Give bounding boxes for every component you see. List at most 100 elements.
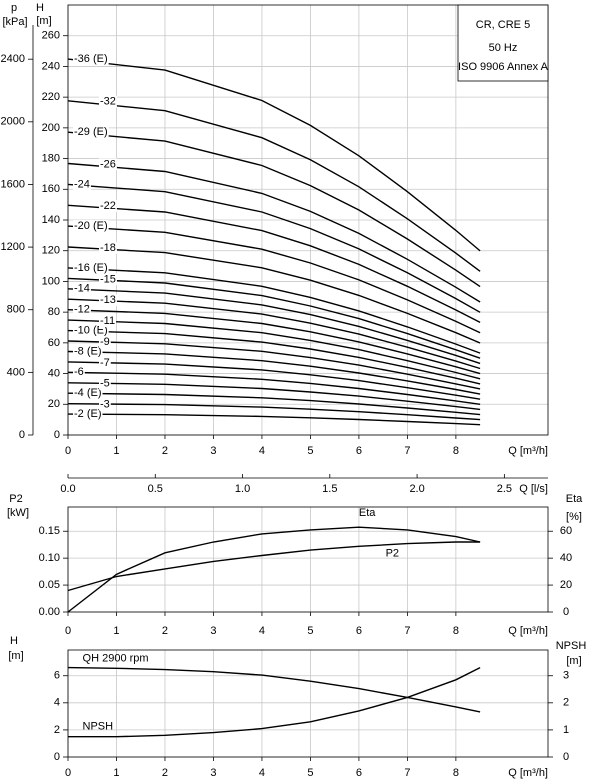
y2-tick-label: 2: [563, 697, 569, 709]
x2-tick-label: 2.5: [497, 483, 512, 495]
y-tick-label: 180: [42, 152, 60, 164]
x2-tick-label: 1.5: [322, 483, 337, 495]
x-tick-label: 6: [356, 445, 362, 457]
y-tick-label: 100: [42, 275, 60, 287]
curve-label-bg: [73, 345, 103, 358]
plot-frame: [67, 649, 549, 758]
curve-label-bg: [73, 303, 91, 316]
curve: [67, 183, 481, 313]
x2-tick-label: 0.0: [60, 483, 75, 495]
curve-label: -15: [100, 273, 116, 285]
y-tick-label: 40: [48, 367, 60, 379]
y-tick-label: 60: [48, 337, 60, 349]
x-tick-label: 2: [162, 625, 168, 637]
curve-label: -6: [74, 366, 84, 378]
x-tick-label: 5: [307, 445, 313, 457]
x-tick-label: 4: [259, 445, 265, 457]
curve-label: -8 (E): [74, 345, 102, 357]
curve: [67, 361, 481, 400]
y-tick-label: 200: [42, 122, 60, 134]
y-axis-label: P2: [9, 493, 22, 505]
series-label: Eta: [359, 507, 376, 519]
y-tick-label: 20: [48, 398, 60, 410]
y-tick-label: 220: [42, 91, 60, 103]
x-tick-label: 6: [356, 625, 362, 637]
curve-label: -7: [100, 357, 110, 369]
x-tick-label: 8: [453, 625, 459, 637]
x-tick-label: 1: [113, 625, 119, 637]
x-tick-label: 0: [65, 445, 71, 457]
curve-label-bg: [73, 387, 103, 400]
x-tick-label: 8: [453, 767, 459, 779]
curve-label-bg: [99, 95, 117, 108]
x-tick-label: 3: [210, 625, 216, 637]
y2-tick-label: 1200: [1, 241, 25, 253]
curve-label: -29 (E): [74, 126, 108, 138]
curve: [67, 162, 481, 303]
plot-frame: [67, 4, 549, 436]
x2-tick-label: 1.0: [235, 483, 250, 495]
plot-frame: [67, 506, 549, 613]
curve-label-bg: [99, 273, 117, 286]
y-tick-label: 260: [42, 30, 60, 42]
y2-tick-label: 40: [560, 552, 572, 564]
curve-label: -26: [100, 158, 116, 170]
x-tick-label: 3: [210, 445, 216, 457]
curve: [67, 225, 481, 334]
y2-tick-label: 1600: [1, 178, 25, 190]
curve-label-bg: [99, 200, 117, 213]
x2-tick-label: 2.0: [409, 483, 424, 495]
y-tick-label: 0.15: [39, 525, 60, 537]
curve-label-bg: [73, 52, 109, 65]
y2-tick-label: 3: [563, 670, 569, 682]
x-tick-label: 8: [453, 445, 459, 457]
y-tick-label: 4: [54, 697, 60, 709]
y-tick-label: 6: [54, 670, 60, 682]
y-tick-label: 0: [54, 751, 60, 763]
curve: [67, 100, 481, 272]
y2-tick-label: 800: [7, 304, 25, 316]
curve: [67, 392, 481, 416]
y-tick-label: 0: [54, 429, 60, 441]
curve: [67, 403, 481, 421]
series-label: P2: [386, 548, 399, 560]
curve-label-bg: [99, 158, 117, 171]
x-tick-label: 0: [65, 625, 71, 637]
curve-label: -22: [100, 200, 116, 212]
y2-tick-label: 2400: [1, 53, 25, 65]
y2-axis-label: [%]: [566, 511, 582, 523]
y2-tick-label: 0: [563, 751, 569, 763]
y-tick-label: 0.05: [39, 579, 60, 591]
curve-label: -2 (E): [74, 408, 102, 420]
x-tick-label: 1: [113, 445, 119, 457]
y2-tick-label: 60: [560, 525, 572, 537]
x2-tick-label: 0.5: [148, 483, 163, 495]
curve: [67, 340, 481, 390]
curve-label: -16 (E): [74, 262, 108, 274]
curve: [67, 371, 481, 405]
curve-label-bg: [73, 126, 109, 139]
series-label: QH 2900 rpm: [83, 653, 149, 665]
curve-label: -11: [100, 315, 115, 327]
curve-label: -24: [74, 178, 90, 190]
curve-label: -18: [100, 242, 116, 254]
curve: [67, 131, 481, 288]
curve: [67, 413, 481, 426]
y2-tick-label: 2000: [1, 116, 25, 128]
y-axis-label: [kW]: [7, 507, 29, 519]
y-tick-label: 240: [42, 60, 60, 72]
curve: [67, 277, 481, 359]
curve-label-bg: [99, 315, 117, 328]
x-tick-label: 3: [210, 767, 216, 779]
curve: [67, 350, 481, 395]
chart-subtitle: 50 Hz: [489, 42, 518, 54]
curve: [67, 541, 481, 592]
x-axis-label: Q [m³/h]: [508, 767, 548, 779]
curve-label: -10 (E): [74, 324, 108, 336]
y-axis-label: H: [36, 2, 44, 14]
x-tick-label: 2: [162, 767, 168, 779]
x-tick-label: 1: [113, 767, 119, 779]
y-tick-label: 80: [48, 306, 60, 318]
x-tick-label: 7: [404, 445, 410, 457]
